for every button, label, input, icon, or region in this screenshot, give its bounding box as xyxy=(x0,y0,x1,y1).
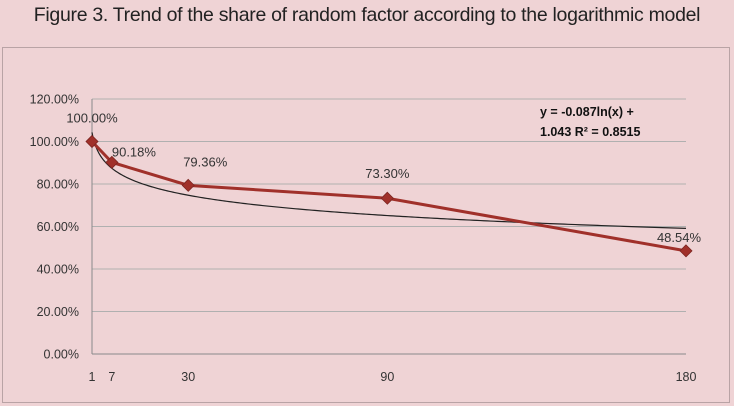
data-label: 73.30% xyxy=(365,166,410,181)
y-tick-label: 80.00% xyxy=(37,178,79,192)
x-tick-label: 90 xyxy=(380,370,394,384)
data-marker xyxy=(181,178,195,192)
x-tick-label: 1 xyxy=(89,370,96,384)
figure-title: Figure 3. Trend of the share of random f… xyxy=(33,4,701,26)
trendline-equation-line1: y = -0.087ln(x) + xyxy=(540,105,634,119)
x-tick-label: 30 xyxy=(181,370,195,384)
x-tick-label: 7 xyxy=(108,370,115,384)
y-tick-label: 100.00% xyxy=(30,135,79,149)
data-label: 90.18% xyxy=(112,144,157,159)
y-tick-labels: 0.00% 20.00% 40.00% 60.00% 80.00% 100.00% 120.… xyxy=(30,93,79,362)
data-marker xyxy=(105,155,119,169)
data-label: 79.36% xyxy=(183,154,228,169)
y-tick-label: 60.00% xyxy=(37,220,79,234)
y-tick-label: 40.00% xyxy=(37,263,79,277)
data-labels: 100.00% 90.18% 79.36% 73.30% 48.54% xyxy=(66,111,701,245)
data-marker xyxy=(85,134,99,149)
data-label: 100.00% xyxy=(66,111,118,126)
y-tick-label: 20.00% xyxy=(37,305,79,319)
data-marker xyxy=(679,244,693,258)
x-tick-label: 180 xyxy=(676,370,697,384)
data-label: 48.54% xyxy=(657,230,702,245)
chart-frame xyxy=(2,47,730,403)
data-markers xyxy=(85,134,693,258)
y-tick-label: 120.00% xyxy=(30,93,79,107)
data-marker xyxy=(380,191,394,205)
x-tick-labels: 1 7 30 90 180 xyxy=(89,370,697,384)
y-tick-label: 0.00% xyxy=(44,348,79,362)
trendline-equation-line2: 1.043 R² = 0.8515 xyxy=(540,125,640,139)
